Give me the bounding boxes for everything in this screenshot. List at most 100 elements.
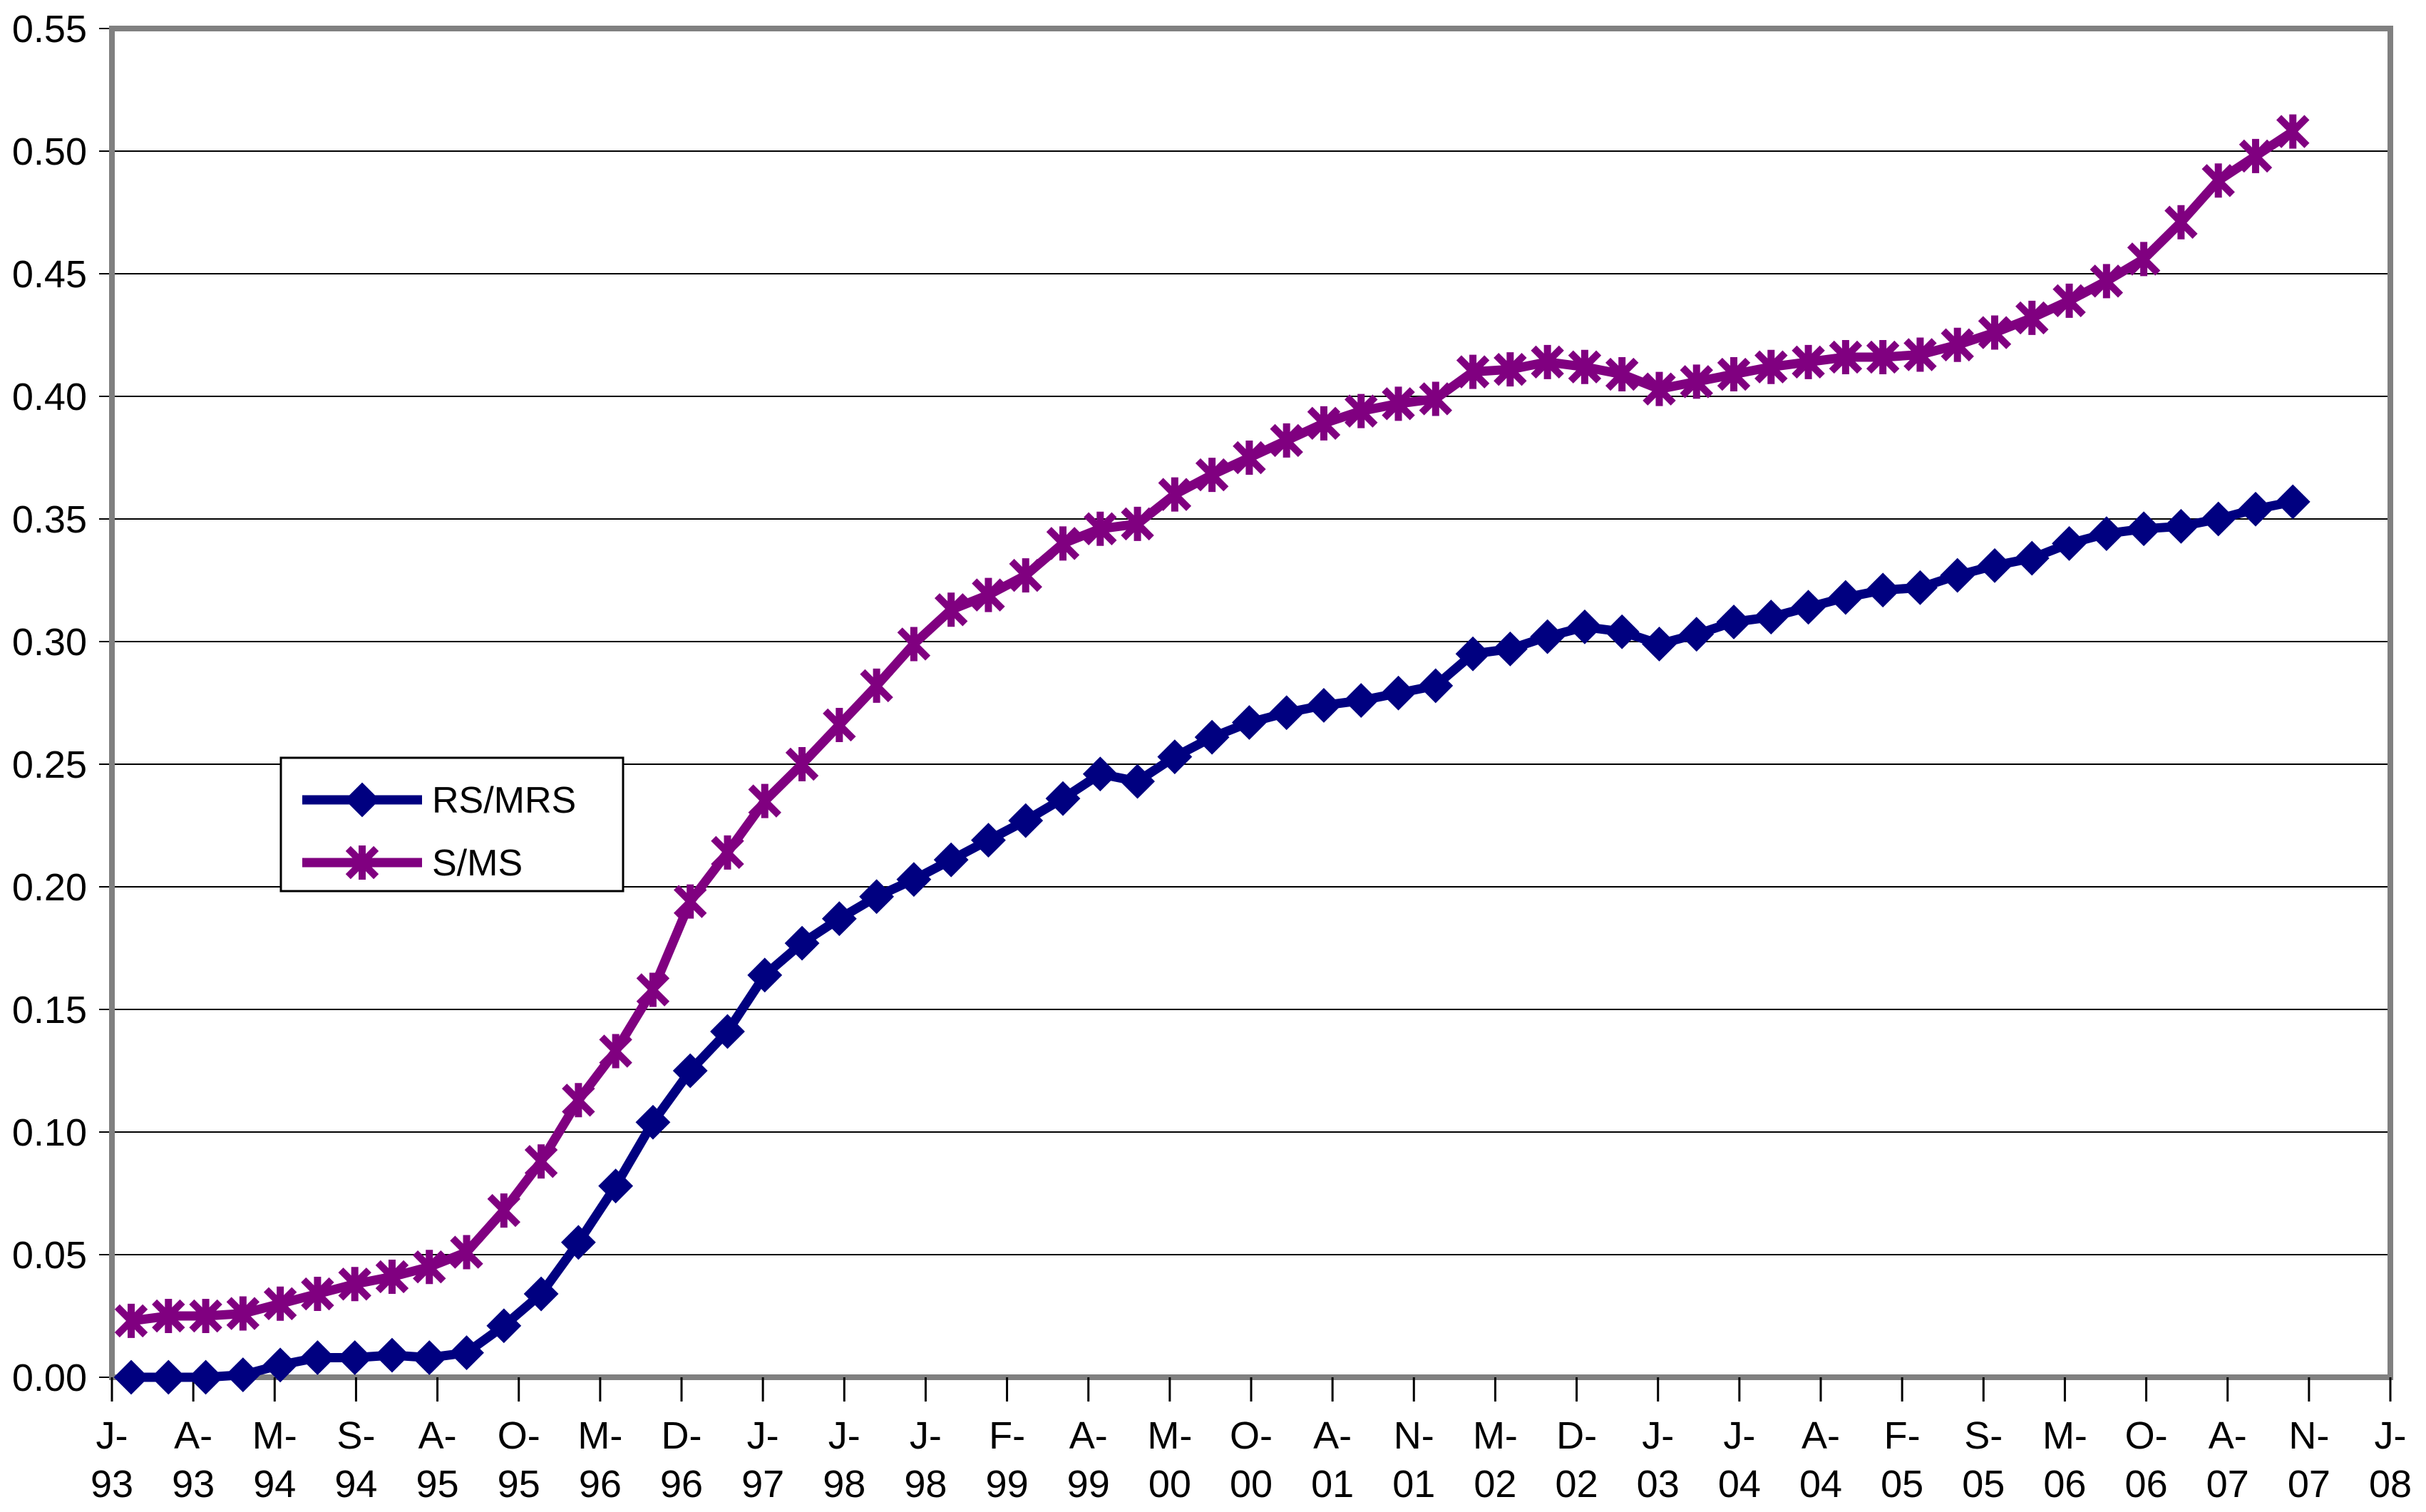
data-point-diamond xyxy=(672,1053,708,1089)
y-axis-tick-label: 0.40 xyxy=(12,376,87,418)
star-spoke xyxy=(450,1235,483,1269)
data-point-diamond xyxy=(1791,590,1826,625)
star-spoke xyxy=(2201,164,2235,197)
data-point-diamond xyxy=(933,842,969,878)
x-axis-tick-label-month: J- xyxy=(96,1414,128,1457)
star-spoke xyxy=(636,973,670,1007)
data-point-diamond xyxy=(1492,631,1528,667)
x-axis-tick-label-month: A- xyxy=(418,1414,457,1457)
star-spoke xyxy=(2015,301,2049,335)
data-point-diamond xyxy=(1977,547,2013,583)
data-point-star xyxy=(1978,315,2012,350)
star-spoke xyxy=(1233,441,1266,475)
data-point-star xyxy=(1345,394,1378,428)
data-point-diamond xyxy=(2201,501,2236,537)
x-axis-tick-label-year: 93 xyxy=(91,1463,133,1506)
data-point-star xyxy=(413,1250,446,1285)
gridlines xyxy=(99,28,2390,1378)
x-axis-tick-label-month: J- xyxy=(828,1414,860,1457)
star-spoke xyxy=(1158,478,1192,511)
star-spoke xyxy=(1866,340,1900,374)
data-point-diamond xyxy=(150,1359,186,1395)
data-point-star xyxy=(450,1235,483,1270)
y-axis-tick-label: 0.00 xyxy=(12,1357,87,1399)
data-point-star xyxy=(1009,558,1042,593)
data-point-star xyxy=(934,592,968,627)
star-spoke xyxy=(897,627,931,661)
star-spoke xyxy=(413,1250,446,1284)
data-point-star xyxy=(1121,506,1154,541)
star-spoke xyxy=(1195,458,1229,492)
data-point-diamond xyxy=(1828,580,1864,615)
x-axis-tick-label-month: M- xyxy=(252,1414,297,1457)
data-point-diamond xyxy=(1716,605,1752,639)
star-spoke xyxy=(189,1299,222,1333)
star-spoke xyxy=(1829,340,1863,374)
data-point-diamond xyxy=(1642,627,1677,662)
star-spoke xyxy=(2164,205,2198,239)
star-spoke xyxy=(1270,423,1303,458)
data-point-star xyxy=(1531,344,1564,379)
star-spoke xyxy=(1754,350,1788,384)
data-point-star xyxy=(524,1144,558,1179)
data-point-star xyxy=(673,884,707,919)
data-point-diamond xyxy=(635,1104,671,1140)
data-point-star xyxy=(375,1259,409,1294)
star-spoke xyxy=(524,1145,558,1178)
x-axis-tick-label-year: 96 xyxy=(579,1463,622,1506)
data-point-star xyxy=(1494,352,1527,387)
data-point-star xyxy=(1568,349,1602,384)
star-spoke xyxy=(1568,350,1602,384)
star-spoke xyxy=(711,835,744,870)
data-point-diamond xyxy=(262,1347,298,1383)
y-axis-tick-label: 0.15 xyxy=(12,989,87,1032)
data-point-star xyxy=(1046,526,1080,561)
data-point-star xyxy=(1680,364,1713,399)
data-point-star xyxy=(748,783,781,818)
data-point-star xyxy=(562,1083,595,1118)
star-spoke xyxy=(562,1084,595,1117)
star-spoke xyxy=(1307,406,1341,441)
data-point-star xyxy=(897,627,931,662)
data-point-diamond xyxy=(1567,609,1603,644)
y-axis-tick-label: 0.05 xyxy=(12,1234,87,1277)
star-spoke xyxy=(114,1304,148,1338)
data-point-diamond xyxy=(2052,525,2087,561)
data-point-star xyxy=(1643,371,1676,406)
star-spoke xyxy=(1941,328,1974,361)
x-axis-tick-label-month: N- xyxy=(2288,1414,2329,1457)
x-axis-tick-label-month: O- xyxy=(498,1414,540,1457)
data-point-diamond xyxy=(1455,636,1491,672)
data-point-diamond xyxy=(2014,540,2050,576)
x-axis-tick-label-year: 07 xyxy=(2206,1463,2249,1506)
star-spoke xyxy=(1009,558,1042,592)
data-point-star xyxy=(1195,458,1229,493)
data-point-diamond xyxy=(2238,491,2273,527)
x-axis-tick-label-year: 96 xyxy=(660,1463,703,1506)
data-point-diamond xyxy=(188,1359,223,1395)
data-point-diamond xyxy=(2089,516,2124,552)
x-axis-tick-label-month: D- xyxy=(1556,1414,1597,1457)
x-axis-tick-label-year: 02 xyxy=(1474,1463,1516,1506)
data-point-diamond xyxy=(747,957,783,993)
x-axis-tick-label-year: 03 xyxy=(1637,1463,1680,1506)
star-spoke xyxy=(1978,316,2012,349)
data-point-diamond xyxy=(411,1340,447,1375)
data-point-diamond xyxy=(2275,484,2311,520)
data-point-star xyxy=(1270,423,1303,458)
x-axis-tick-label-year: 05 xyxy=(1962,1463,2005,1506)
data-point-star xyxy=(2276,114,2310,149)
y-axis-tick-label: 0.20 xyxy=(12,866,87,909)
data-point-star xyxy=(263,1286,297,1321)
data-point-star xyxy=(487,1193,521,1228)
data-point-star xyxy=(823,707,856,742)
y-axis-tick-label: 0.55 xyxy=(12,8,87,51)
data-point-diamond xyxy=(1604,614,1640,649)
star-spoke xyxy=(263,1287,297,1321)
x-axis-tick-label-month: A- xyxy=(1801,1414,1840,1457)
x-axis-tick-label-month: N- xyxy=(1394,1414,1434,1457)
x-axis-tick-label-year: 00 xyxy=(1230,1463,1273,1506)
x-axis-tick-label-year: 04 xyxy=(1799,1463,1842,1506)
data-point-star xyxy=(711,835,744,870)
x-axis-tick-label-year: 06 xyxy=(2125,1463,2168,1506)
